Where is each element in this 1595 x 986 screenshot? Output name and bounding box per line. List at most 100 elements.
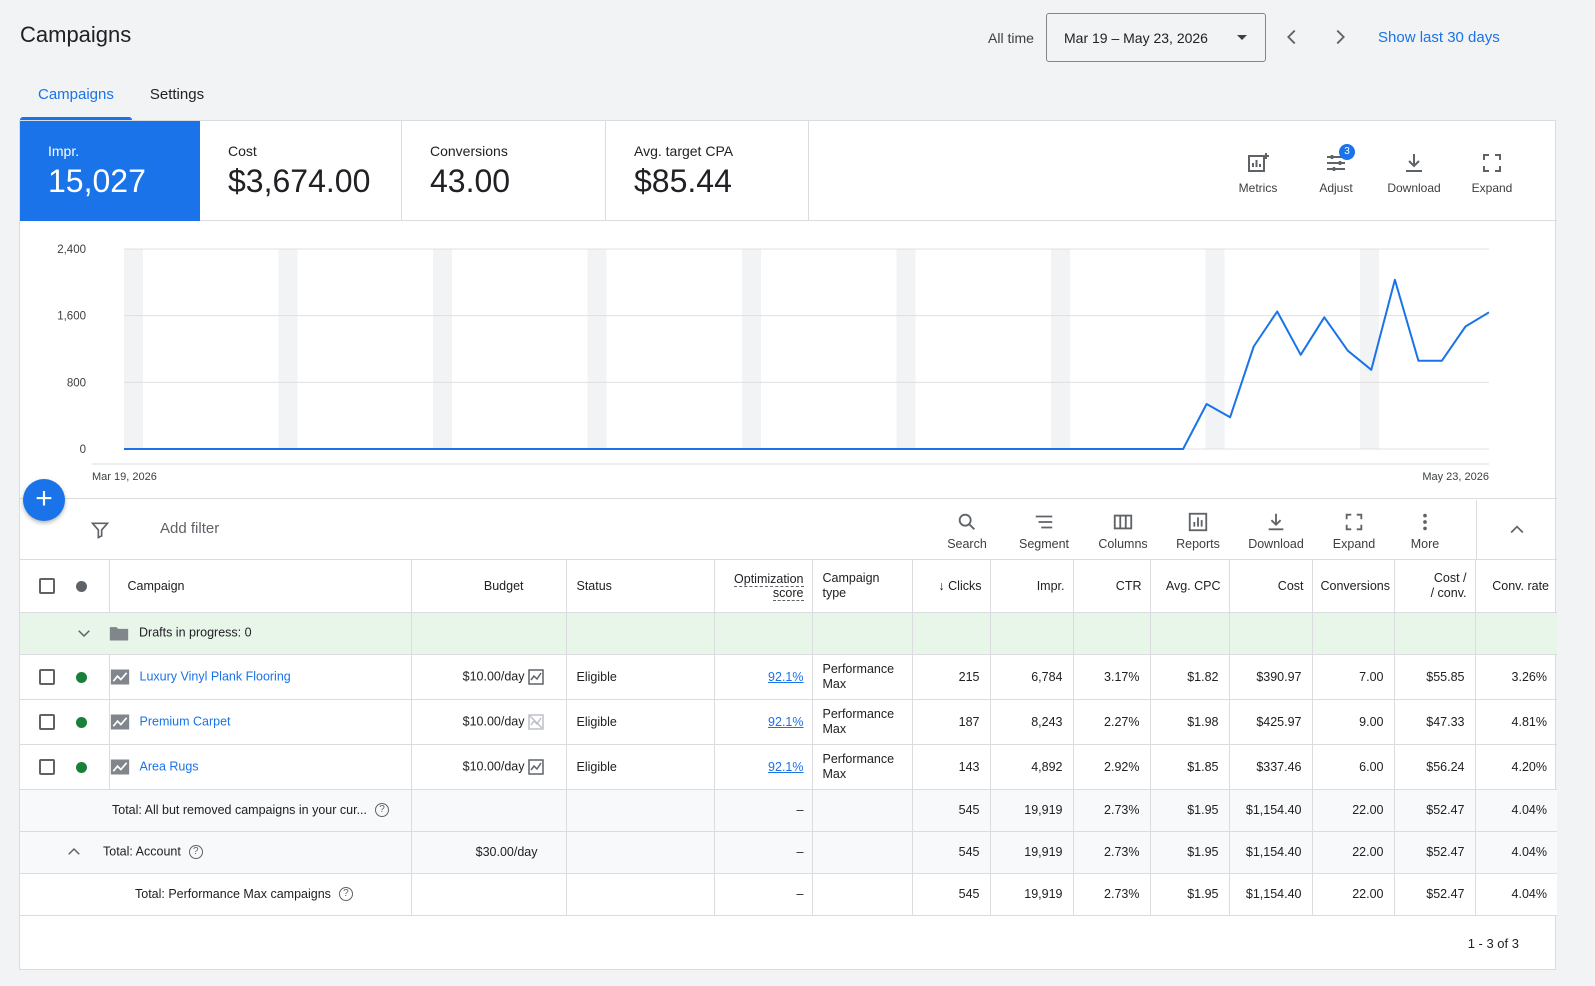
scorecard-label: Conversions (430, 143, 508, 159)
total-cpc-cell: $1.95 (1150, 789, 1230, 832)
total-label-cell: Total: All but removed campaigns in your… (20, 789, 412, 832)
budget-cell: $10.00/day (411, 654, 567, 700)
empty-cell (566, 873, 715, 916)
cost-header[interactable]: Cost (1229, 560, 1313, 613)
add-campaign-fab[interactable]: + (23, 479, 65, 521)
row-status-cell (73, 654, 110, 700)
empty-cell (566, 831, 715, 874)
more-button[interactable]: More (1388, 511, 1462, 551)
expand-table-button[interactable]: Expand (1320, 511, 1388, 551)
add-filter-button[interactable]: Add filter (160, 520, 220, 537)
chevron-up-icon[interactable] (65, 843, 83, 861)
empty-cell (714, 612, 813, 655)
budget-chart-icon[interactable] (527, 668, 544, 685)
opt-score-link[interactable]: 92.1% (768, 669, 804, 684)
avg-cpc-header[interactable]: Avg. CPC (1150, 560, 1230, 613)
empty-cell (566, 612, 715, 655)
collapse-button[interactable] (1476, 500, 1557, 560)
adjust-button[interactable]: 3 Adjust (1297, 144, 1375, 195)
scorecard-impressions[interactable]: Impr. 15,027 (20, 121, 200, 221)
search-label: Search (947, 537, 987, 551)
row-checkbox[interactable] (38, 668, 55, 685)
tab-settings[interactable]: Settings (149, 86, 205, 103)
status-cell: Eligible (566, 699, 715, 745)
conv-rate-header[interactable]: Conv. rate (1475, 560, 1557, 613)
total-label-cell: Total: Account? (20, 831, 412, 874)
campaign-type-header[interactable]: Campaign type (812, 560, 913, 613)
scorecard-label: Avg. target CPA (634, 143, 734, 159)
metrics-button[interactable]: Metrics (1219, 151, 1297, 195)
scorecard-value: $3,674.00 (228, 163, 371, 199)
budget-chart-icon[interactable] (527, 758, 544, 775)
help-icon[interactable]: ? (338, 887, 353, 902)
campaign-name-link[interactable]: Premium Carpet (139, 713, 231, 728)
opt-score-cell: 92.1% (714, 654, 813, 700)
cost-per-conv-header[interactable]: Cost / / conv. (1394, 560, 1476, 613)
campaign-header[interactable]: Campaign (109, 560, 412, 613)
budget-header[interactable]: Budget (411, 560, 567, 613)
columns-button[interactable]: Columns (1082, 511, 1164, 551)
search-button[interactable]: Search (928, 511, 1006, 551)
row-select-cell (20, 744, 73, 790)
filter-icon[interactable] (90, 520, 110, 540)
next-period-button[interactable] (1329, 26, 1351, 48)
campaign-name-link[interactable]: Area Rugs (139, 758, 199, 773)
status-filter-dot[interactable] (76, 580, 87, 592)
tab-campaigns[interactable]: Campaigns (20, 70, 132, 120)
line-chart: 2,400 1,600 800 0 Mar 19, 2026 May 23, 2026 (57, 244, 1490, 483)
date-range-label: All time (988, 30, 1034, 46)
clicks-header[interactable]: ↓ Clicks (912, 560, 991, 613)
scorecard-conversions[interactable]: Conversions 43.00 (402, 121, 606, 221)
scorecard-avg-target-cpa[interactable]: Avg. target CPA $85.44 (606, 121, 809, 221)
table-row: Luxury Vinyl Plank Flooring $10.00/day E… (20, 654, 1557, 700)
ctr-cell: 2.92% (1073, 744, 1151, 790)
chevron-right-icon (1336, 29, 1345, 45)
reports-button[interactable]: Reports (1164, 511, 1232, 551)
download-chart-button[interactable]: Download (1375, 151, 1453, 195)
expand-label: Expand (1471, 181, 1513, 195)
total-impr-cell: 19,919 (990, 831, 1074, 874)
download-table-button[interactable]: Download (1232, 511, 1320, 551)
total-conversions-cell: 22.00 (1312, 789, 1395, 832)
empty-cell (812, 612, 913, 655)
campaign-name-link[interactable]: Luxury Vinyl Plank Flooring (139, 668, 291, 683)
conversions-cell: 9.00 (1312, 699, 1395, 745)
budget-chart-disabled-icon[interactable] (527, 713, 544, 730)
campaign-type-line2: Max (822, 721, 847, 736)
conversions-header[interactable]: Conversions (1312, 560, 1395, 613)
optimization-score-header[interactable]: Optimization score (714, 560, 813, 613)
weekend-band (1360, 249, 1379, 449)
row-checkbox[interactable] (38, 758, 55, 775)
previous-period-button[interactable] (1281, 26, 1303, 48)
row-checkbox[interactable] (38, 713, 55, 730)
help-icon[interactable]: ? (375, 803, 389, 818)
help-icon[interactable]: ? (188, 845, 203, 859)
download-label: Download (1387, 181, 1441, 195)
date-range-picker[interactable]: Mar 19 – May 23, 2026 (1046, 13, 1266, 62)
scorecard-value: 15,027 (48, 163, 146, 199)
weekend-band (896, 249, 916, 449)
segment-button[interactable]: Segment (1006, 511, 1082, 551)
table-row: Area Rugs $10.00/day Eligible 92.1% Perf… (20, 744, 1557, 790)
total-cost-per-conv-cell: $52.47 (1394, 873, 1476, 916)
columns-label: Columns (1098, 537, 1148, 551)
status-header[interactable]: Status (566, 560, 715, 613)
impr-header[interactable]: Impr. (990, 560, 1074, 613)
expand-chart-button[interactable]: Expand (1453, 151, 1531, 195)
drafts-label-cell[interactable]: Drafts in progress: 0 (109, 612, 412, 655)
opt-score-link[interactable]: 92.1% (768, 714, 804, 729)
total-ctr-cell: 2.73% (1073, 831, 1151, 874)
opt-score-link[interactable]: 92.1% (768, 759, 804, 774)
performance-max-icon (110, 714, 129, 729)
select-all-checkbox[interactable] (38, 577, 55, 594)
conv-rate-cell: 3.26% (1475, 654, 1557, 700)
ctr-header[interactable]: CTR (1073, 560, 1151, 613)
chevron-down-icon[interactable] (75, 624, 93, 642)
show-last-30-days-link[interactable]: Show last 30 days (1378, 29, 1500, 46)
cost-per-conv-cell: $47.33 (1394, 699, 1476, 745)
clicks-cell: 187 (912, 699, 991, 745)
scorecard-cost[interactable]: Cost $3,674.00 (200, 121, 402, 221)
eligible-status-dot (76, 716, 87, 728)
empty-cell (812, 789, 913, 832)
conv-rate-cell: 4.20% (1475, 744, 1557, 790)
